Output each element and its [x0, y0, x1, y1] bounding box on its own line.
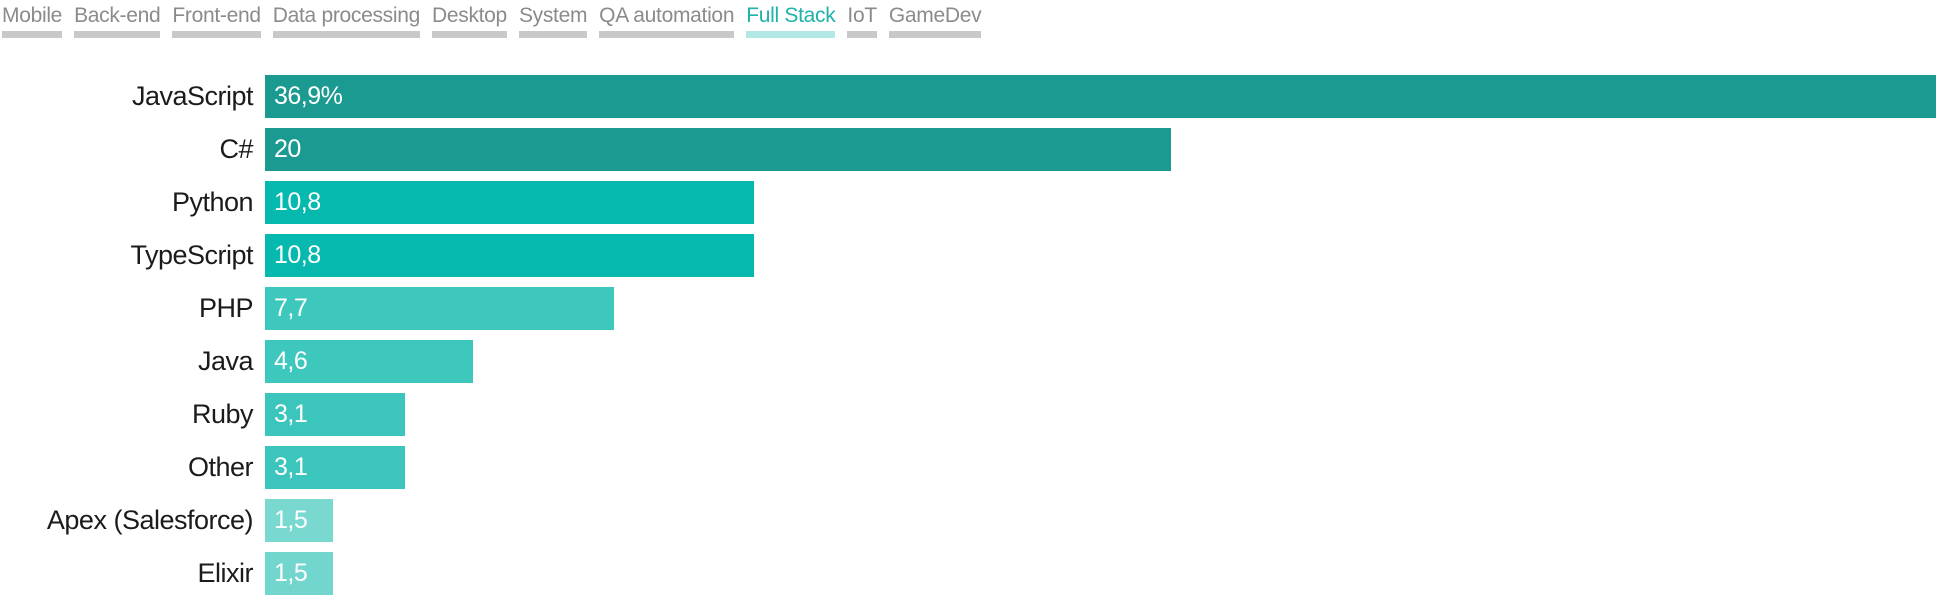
- tab-label: IoT: [847, 4, 877, 27]
- tab-full-stack[interactable]: Full Stack: [746, 3, 836, 38]
- chart-row-javascript: JavaScript 36,9%: [0, 75, 1946, 118]
- bar-javascript[interactable]: 36,9%: [265, 75, 1936, 118]
- bar-track: 36,9%: [265, 75, 1936, 118]
- tab-mobile[interactable]: Mobile: [2, 3, 62, 38]
- chart-row-java: Java 4,6: [0, 340, 1946, 383]
- tab-label: Back-end: [74, 4, 161, 27]
- tab-underline: [599, 31, 735, 38]
- tab-underline: [518, 31, 588, 38]
- bar-track: 10,8: [265, 234, 1936, 277]
- bar-python[interactable]: 10,8: [265, 181, 755, 224]
- chart-row-apex-salesforce: Apex (Salesforce) 1,5: [0, 499, 1946, 542]
- bar-track: 1,5: [265, 499, 1936, 542]
- bar-track: 1,5: [265, 552, 1936, 595]
- bar-track: 10,8: [265, 181, 1936, 224]
- tab-underline: [2, 31, 63, 38]
- bar-ruby[interactable]: 3,1: [265, 393, 406, 436]
- chart-row-elixir: Elixir 1,5: [0, 552, 1946, 595]
- bar-value-label: 3,1: [274, 453, 308, 481]
- bar-track: 20: [265, 128, 1936, 171]
- bar-value-label: 4,6: [274, 347, 308, 375]
- bar-value-label: 7,7: [274, 294, 308, 322]
- chart-row-csharp: C# 20: [0, 128, 1946, 171]
- tab-underline: [74, 31, 161, 38]
- category-label: JavaScript: [131, 81, 254, 111]
- tab-qa-automation[interactable]: QA automation: [599, 3, 735, 38]
- bar-value-label: 1,5: [274, 506, 308, 534]
- category-label: PHP: [198, 293, 254, 323]
- tab-underline: [888, 31, 982, 38]
- bar-java[interactable]: 4,6: [265, 340, 474, 383]
- tab-label: System: [518, 4, 588, 27]
- category-label: Java: [197, 346, 254, 376]
- tab-desktop[interactable]: Desktop: [432, 3, 507, 38]
- bar-value-label: 36,9%: [274, 82, 343, 110]
- bar-track: 3,1: [265, 446, 1936, 489]
- tab-underline: [847, 31, 877, 38]
- category-label: C#: [219, 134, 253, 164]
- bar-value-label: 3,1: [274, 400, 308, 428]
- bar-track: 3,1: [265, 393, 1936, 436]
- tab-underline: [272, 31, 420, 38]
- tab-iot[interactable]: IoT: [847, 3, 877, 38]
- tab-underline: [432, 31, 507, 38]
- tab-label: Mobile: [2, 4, 63, 27]
- tab-front-end[interactable]: Front-end: [172, 3, 261, 38]
- category-tab-bar: Mobile Back-end Front-end Data processin…: [0, 0, 1946, 41]
- tab-label: Data processing: [272, 4, 421, 27]
- category-label: TypeScript: [130, 240, 253, 270]
- bar-value-label: 10,8: [274, 188, 321, 216]
- bar-value-label: 20: [274, 135, 301, 163]
- chart-row-other: Other 3,1: [0, 446, 1946, 489]
- bar-apex-salesforce[interactable]: 1,5: [265, 499, 333, 542]
- category-label: Apex (Salesforce): [46, 505, 254, 535]
- bar-csharp[interactable]: 20: [265, 128, 1171, 171]
- tab-back-end[interactable]: Back-end: [74, 3, 161, 38]
- tab-system[interactable]: System: [518, 3, 588, 38]
- bar-other[interactable]: 3,1: [265, 446, 406, 489]
- tab-label: QA automation: [599, 4, 735, 27]
- tab-label: Front-end: [172, 4, 261, 27]
- category-label: Python: [171, 187, 254, 217]
- chart-row-typescript: TypeScript 10,8: [0, 234, 1946, 277]
- tab-label: GameDev: [888, 4, 982, 27]
- tab-label: Desktop: [432, 4, 507, 27]
- bar-track: 7,7: [265, 287, 1936, 330]
- category-label: Ruby: [191, 399, 254, 429]
- tab-data-processing[interactable]: Data processing: [272, 3, 421, 38]
- bar-php[interactable]: 7,7: [265, 287, 614, 330]
- bar-value-label: 1,5: [274, 559, 308, 587]
- tab-label: Full Stack: [746, 4, 836, 27]
- tab-gamedev[interactable]: GameDev: [888, 3, 982, 38]
- chart-row-python: Python 10,8: [0, 181, 1946, 224]
- tab-underline: [746, 31, 836, 38]
- bar-elixir[interactable]: 1,5: [265, 552, 333, 595]
- bar-value-label: 10,8: [274, 241, 321, 269]
- chart-row-ruby: Ruby 3,1: [0, 393, 1946, 436]
- category-label: Elixir: [197, 558, 254, 588]
- tab-underline: [172, 31, 261, 38]
- bar-typescript[interactable]: 10,8: [265, 234, 755, 277]
- category-label: Other: [187, 452, 254, 482]
- chart-row-php: PHP 7,7: [0, 287, 1946, 330]
- language-bar-chart: JavaScript 36,9% C# 20 Python 10,8 TypeS…: [0, 75, 1946, 595]
- bar-track: 4,6: [265, 340, 1936, 383]
